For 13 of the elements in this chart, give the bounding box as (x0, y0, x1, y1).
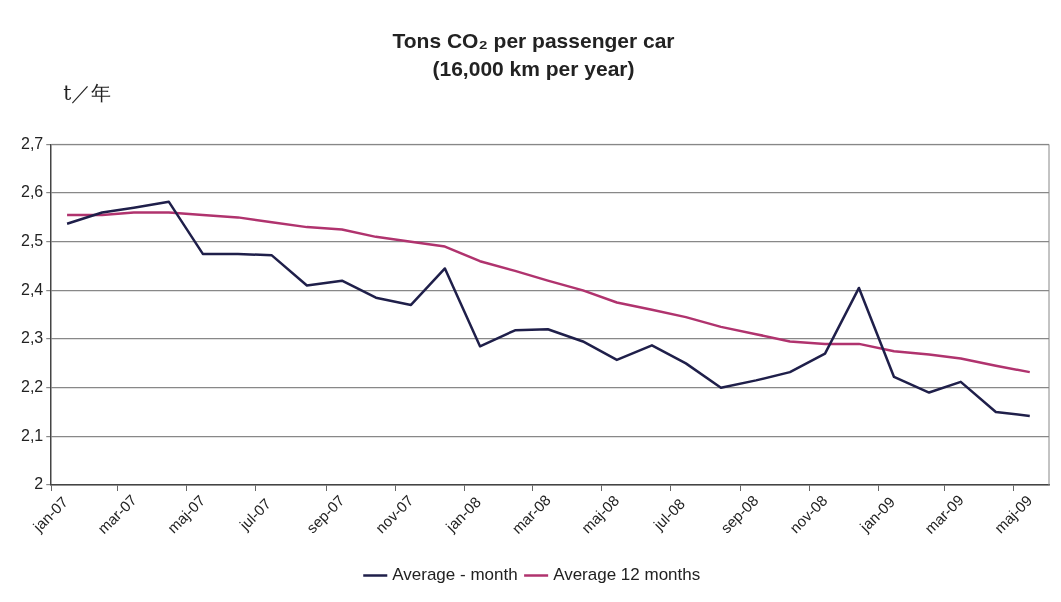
y-tick-label: 2,2 (20, 378, 44, 396)
y-tick-label: 2,3 (20, 329, 44, 347)
chart-title: Tons CO₂ per passenger car (392, 29, 675, 53)
y-tick-label: 2,7 (20, 134, 44, 152)
y-axis-title: t／年 (63, 80, 112, 105)
y-tick-label: 2,6 (20, 183, 44, 201)
legend-label: Average 12 months (553, 565, 701, 585)
y-tick-label: 2,4 (20, 280, 44, 298)
chart-subtitle: (16,000 km per year) (432, 56, 635, 80)
legend-label: Average - month (392, 565, 518, 585)
y-tick-label: 2,5 (20, 232, 44, 250)
y-tick-label: 2,1 (20, 426, 44, 444)
y-tick-label: 2 (34, 475, 44, 493)
